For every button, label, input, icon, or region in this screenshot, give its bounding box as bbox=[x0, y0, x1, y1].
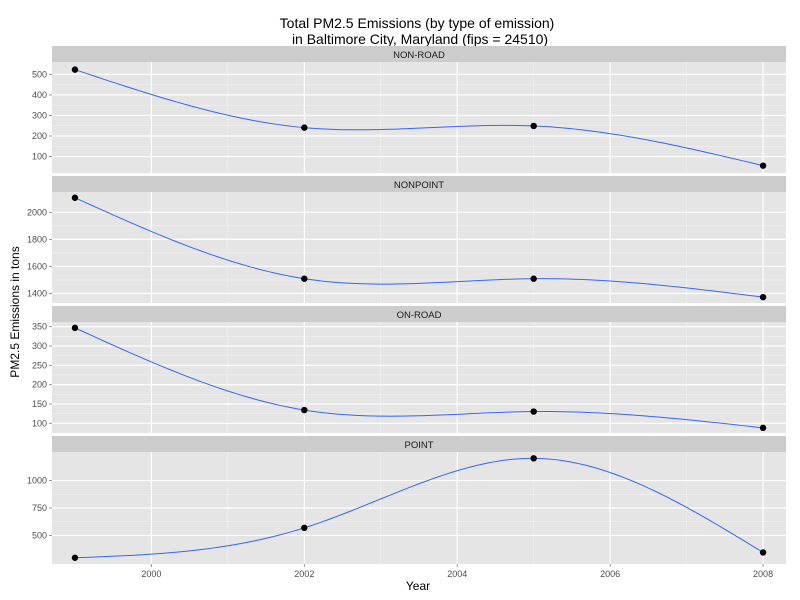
data-point bbox=[71, 194, 79, 201]
y-tick-label: 200 bbox=[32, 131, 47, 141]
data-point bbox=[759, 162, 767, 169]
y-tick-label: 1800 bbox=[27, 234, 47, 244]
y-axis-title: PM2.5 Emissions in tons bbox=[8, 246, 22, 377]
data-point bbox=[530, 275, 537, 282]
chart-title-line-2: in Baltimore City, Maryland (fips = 2451… bbox=[292, 31, 548, 47]
x-tick-label: 2006 bbox=[600, 569, 620, 579]
y-tick-label: 400 bbox=[32, 90, 47, 100]
data-point bbox=[301, 524, 308, 532]
facet-plot-background bbox=[52, 62, 786, 173]
facet-panel-on-road: ON-ROAD 100 150 200 250 300 350 bbox=[32, 306, 786, 433]
y-tick-label: 100 bbox=[32, 152, 47, 162]
y-tick-label: 300 bbox=[32, 341, 47, 351]
facet-panel-point: POINT 500 750 1000 bbox=[27, 436, 786, 564]
y-tick-label: 1400 bbox=[27, 289, 47, 299]
data-point bbox=[759, 293, 767, 301]
data-point bbox=[71, 554, 79, 561]
y-tick-label: 1600 bbox=[27, 261, 47, 271]
x-tick-label: 2002 bbox=[294, 569, 314, 579]
y-tick-label: 500 bbox=[32, 530, 47, 540]
x-axis-title: Year bbox=[406, 579, 430, 593]
x-tick-label: 2004 bbox=[447, 569, 467, 579]
y-tick-label: 300 bbox=[32, 110, 47, 120]
data-point bbox=[530, 122, 537, 130]
data-point bbox=[301, 124, 308, 131]
y-tick-label: 250 bbox=[32, 360, 47, 370]
series-line bbox=[74, 69, 764, 167]
facet-panel-non-road: NON-ROAD 100 200 300 400 500 bbox=[32, 46, 786, 173]
y-tick-label: 200 bbox=[32, 380, 47, 390]
y-tick-label: 500 bbox=[32, 69, 47, 79]
y-tick-label: 350 bbox=[32, 322, 47, 332]
data-point bbox=[301, 275, 308, 282]
x-tick-label: 2000 bbox=[141, 569, 161, 579]
data-point bbox=[301, 406, 308, 414]
facet-strip-label: POINT bbox=[404, 440, 433, 451]
facet-strip bbox=[52, 46, 786, 62]
y-tick-label: 750 bbox=[32, 503, 47, 513]
x-tick-label: 2008 bbox=[753, 569, 773, 579]
series-line bbox=[74, 457, 764, 559]
data-point bbox=[530, 408, 537, 415]
data-point bbox=[530, 455, 537, 462]
series-line bbox=[74, 197, 764, 298]
y-tick-label: 2000 bbox=[27, 207, 47, 217]
facet-strip bbox=[52, 306, 786, 322]
y-tick-label: 1000 bbox=[27, 476, 47, 486]
facet-strip-label: ON-ROAD bbox=[397, 310, 442, 321]
facet-strip-label: NON-ROAD bbox=[393, 50, 445, 61]
facet-strip-label: NONPOINT bbox=[394, 180, 444, 191]
chart-title-line-1: Total PM2.5 Emissions (by type of emissi… bbox=[280, 15, 555, 31]
series-line bbox=[74, 327, 764, 429]
facet-plot-background bbox=[52, 192, 786, 303]
facet-plot-background bbox=[52, 322, 786, 433]
data-point bbox=[759, 549, 767, 556]
data-point bbox=[759, 424, 767, 432]
y-tick-label: 150 bbox=[32, 399, 47, 409]
facet-strip bbox=[52, 176, 786, 192]
facet-strip bbox=[52, 436, 786, 452]
data-point bbox=[71, 324, 79, 332]
y-tick-label: 100 bbox=[32, 418, 47, 428]
data-point bbox=[71, 66, 79, 73]
facet-panel-nonpoint: NONPOINT 1400 1600 1800 2000 bbox=[27, 176, 786, 303]
